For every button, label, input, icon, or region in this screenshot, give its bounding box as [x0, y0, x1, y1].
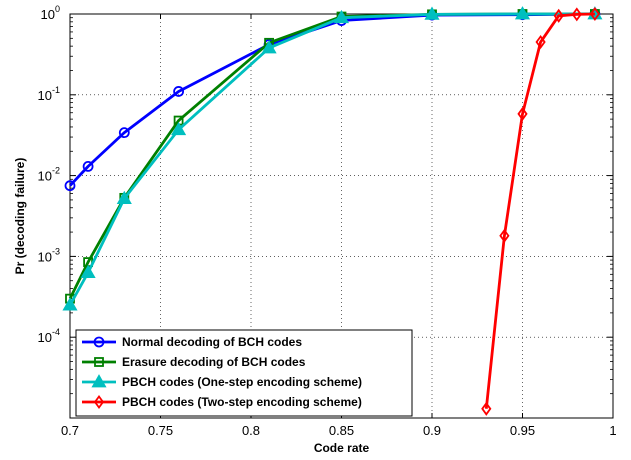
x-tick-label: 0.7: [61, 423, 79, 438]
x-tick-label: 0.85: [329, 423, 354, 438]
data-point-marker: [82, 160, 94, 172]
data-series: [62, 6, 603, 416]
legend-marker: [93, 336, 105, 348]
data-point-marker: [535, 34, 546, 50]
data-point-marker: [62, 297, 78, 311]
y-axis-label: Pr (decoding failure): [13, 158, 27, 275]
x-tick-label: 0.9: [423, 423, 441, 438]
legend-item: PBCH codes (One-step encoding scheme): [82, 374, 362, 389]
data-point-marker: [589, 6, 601, 22]
data-point-marker: [514, 6, 531, 20]
legend-label: Normal decoding of BCH codes: [122, 335, 302, 349]
data-point-marker: [261, 40, 277, 54]
y-tick-label: 10-2: [38, 166, 60, 184]
data-point-marker: [173, 86, 185, 97]
legend-marker: [93, 394, 105, 410]
series-1: [64, 8, 601, 192]
series-2: [65, 9, 600, 304]
data-point-marker: [118, 127, 130, 139]
x-axis-label: Code rate: [314, 441, 370, 455]
y-tick-label: 10-3: [38, 246, 60, 264]
data-point-marker: [571, 7, 582, 22]
data-point-marker: [553, 8, 564, 23]
y-tick-label: 10-4: [38, 327, 60, 345]
legend-label: Erasure decoding of BCH codes: [122, 355, 306, 369]
axis-ticks: 0.7 0.75 0.8 0.85 0.9 0.95 1 100 10-1 10-2 10-3 10-…: [38, 4, 617, 438]
x-tick-label: 1: [609, 423, 616, 438]
data-point-marker: [116, 190, 132, 204]
data-point-marker: [481, 401, 492, 416]
legend-item: Normal decoding of BCH codes: [82, 335, 302, 349]
series-line: [484, 12, 595, 409]
legend-item: PBCH codes (Two-step encoding scheme): [82, 394, 362, 410]
data-point-marker: [499, 228, 510, 243]
x-tick-label: 0.75: [148, 423, 173, 438]
legend-marker: [91, 374, 107, 388]
data-point-marker: [64, 180, 76, 192]
y-tick-label: 100: [41, 4, 60, 22]
legend-label: PBCH codes (One-step encoding scheme): [122, 375, 362, 389]
data-point-marker: [333, 9, 350, 24]
data-point-marker: [80, 264, 96, 279]
series-3: [62, 6, 603, 311]
data-point-marker: [424, 6, 440, 20]
legend-marker: [94, 357, 104, 367]
series-4: [481, 6, 601, 416]
legend: Normal decoding of BCH codes Erasure deco…: [75, 329, 413, 417]
legend-item: Erasure decoding of BCH codes: [82, 355, 306, 369]
data-point-marker: [171, 121, 187, 136]
y-tick-label: 10-1: [38, 85, 60, 103]
legend-label: PBCH codes (Two-step encoding scheme): [122, 395, 362, 409]
legend-box: [75, 329, 413, 417]
x-tick-label: 0.95: [510, 423, 535, 438]
x-tick-label: 0.8: [242, 423, 260, 438]
data-point-marker: [517, 106, 528, 121]
